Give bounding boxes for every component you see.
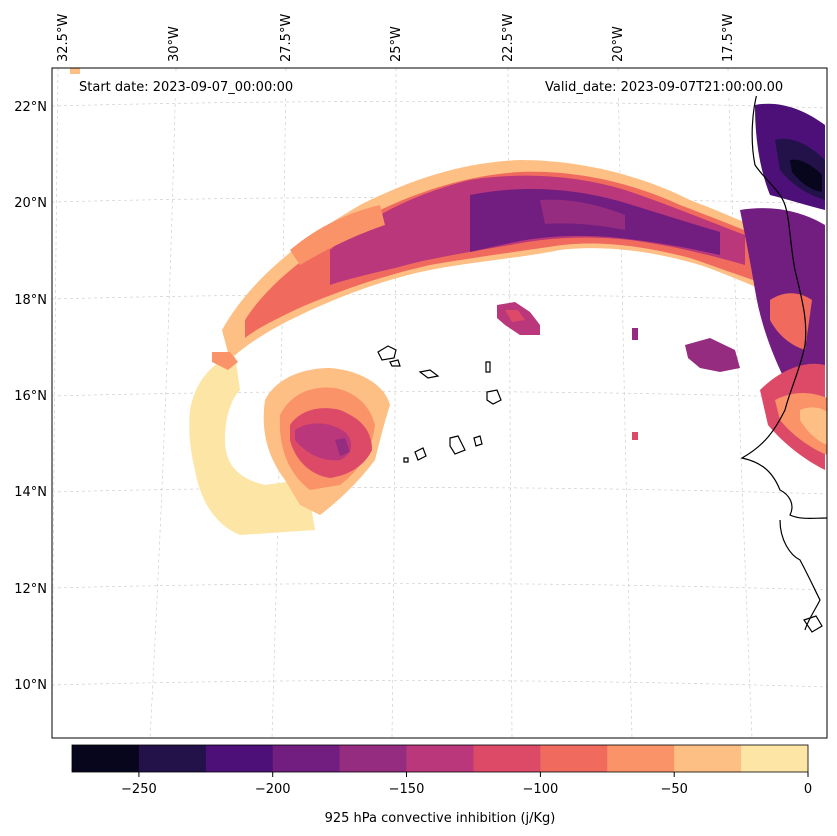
colorbar-swatch [674,745,742,772]
colorbar-ticks: −250 −200 −150 −100 −50 0 [121,772,812,797]
latitude-labels: 22°N 20°N 18°N 16°N 14°N 12°N 10°N [14,100,47,693]
cin-fill [770,293,812,350]
lon-label: 22.5°W [501,14,516,62]
colorbar [72,745,809,772]
cin-contours [70,68,827,535]
colorbar-swatch [205,745,274,772]
cin-fill [70,68,80,74]
lon-label: 27.5°W [279,14,294,62]
lon-label: 17.5°W [721,14,736,62]
lat-label: 10°N [14,678,47,693]
cin-fill [632,328,638,340]
graticule [51,67,828,741]
colorbar-swatch [741,745,809,772]
start-date: Start date: 2023-09-07_00:00:00 [79,80,293,95]
island [418,369,440,379]
colorbar-tick-label: −250 [121,782,157,797]
coastlines [377,89,828,633]
colorbar-swatch [540,745,608,772]
cin-fill [790,159,822,192]
island [473,435,483,447]
cin-fill [800,407,827,445]
map-background [52,68,827,738]
cin-fill [189,355,315,535]
island [486,389,502,405]
lat-label: 14°N [14,485,47,500]
lat-label: 22°N [14,100,47,115]
cin-fill [335,438,350,456]
cin-fill [540,199,625,230]
island [803,615,823,633]
colorbar-tick-label: −100 [523,782,559,797]
colorbar-label: 925 hPa convective inhibition (j/Kg) [325,811,556,826]
colorbar-swatch [406,745,474,772]
colorbar-tick-label: −200 [255,782,291,797]
colorbar-swatch [72,745,140,772]
colorbar-tick-label: 0 [804,782,812,797]
cin-fill [505,310,525,322]
lon-label: 20°W [611,26,626,62]
cin-fill [290,205,385,265]
lat-label: 18°N [14,293,47,308]
cin-fill [212,352,238,370]
cin-fill [295,423,352,461]
island [414,447,427,461]
map-frame [51,67,828,739]
colorbar-swatch [607,745,675,772]
colorbar-tick-label: −50 [660,782,687,797]
colorbar-frame [71,744,809,773]
lon-label: 32.5°W [56,14,71,62]
island [485,361,491,373]
colorbar-swatch [473,745,541,772]
cin-fill [632,432,638,440]
valid-date-box [540,74,808,96]
colorbar-swatch [272,745,340,772]
colorbar-tick-label: −150 [389,782,425,797]
lat-label: 16°N [14,389,47,404]
africa-coast-south [779,519,821,631]
lat-label: 12°N [14,582,47,597]
lon-label: 25°W [389,26,404,62]
colorbar-swatch [339,745,407,772]
lon-label: 30°W [167,26,182,62]
longitude-labels: 32.5°W 30°W 27.5°W 25°W 22.5°W 20°W 17.5… [56,14,736,62]
lat-label: 20°N [14,196,47,211]
valid-date: Valid_date: 2023-09-07T21:00:00.00 [545,80,783,95]
cin-fill [685,338,740,372]
island [389,359,401,367]
island [403,457,409,463]
africa-coast [740,89,828,519]
island [377,345,397,361]
colorbar-swatch [138,745,207,772]
island [449,435,466,455]
start-date-box [72,74,312,96]
